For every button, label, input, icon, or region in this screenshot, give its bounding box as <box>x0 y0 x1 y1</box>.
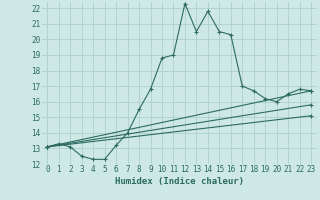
X-axis label: Humidex (Indice chaleur): Humidex (Indice chaleur) <box>115 177 244 186</box>
